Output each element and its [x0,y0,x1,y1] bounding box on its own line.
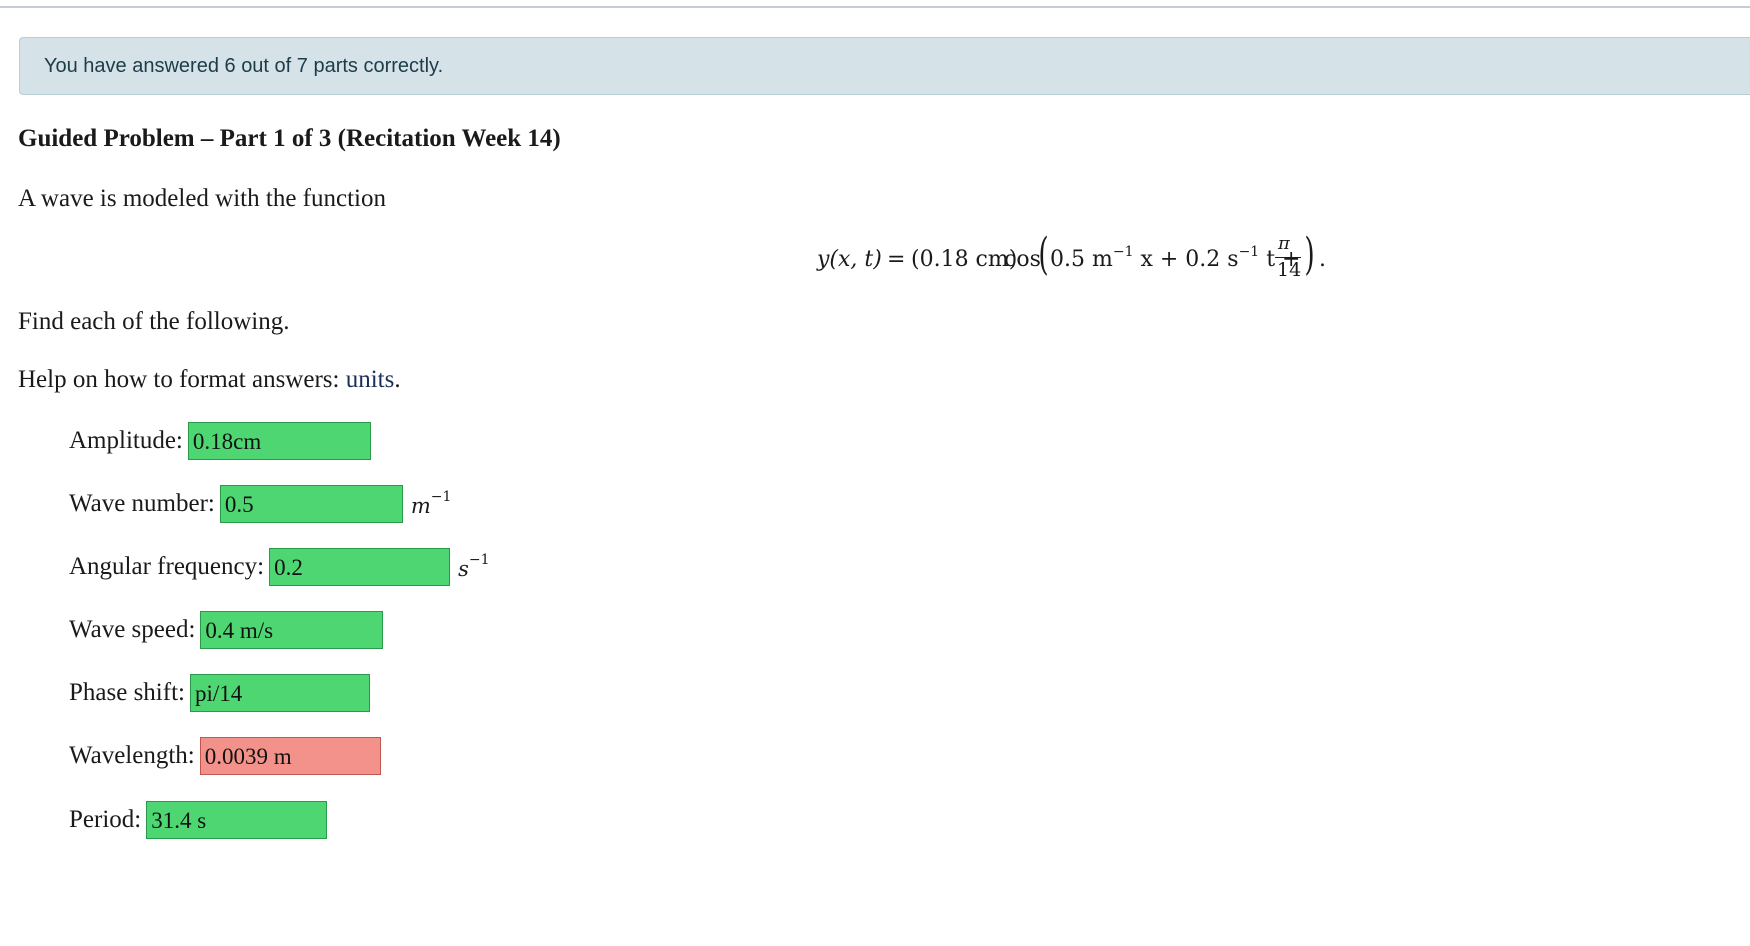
find-instructions: Find each of the following. [18,308,290,335]
answer-row: Amplitude: [69,421,371,461]
equation-k-term: 0.5 m−1 x + 0.2 s−1 t + [1050,244,1301,272]
answer-label: Amplitude: [69,427,183,454]
equation-fraction-bar [1275,257,1301,258]
answer-label: Period: [69,806,142,833]
answer-input[interactable] [189,674,370,712]
top-divider [0,6,1750,8]
equation-function: cos [1004,247,1041,272]
equation-fraction-numerator: π [1278,233,1290,254]
equation-amplitude: (0.18 cm) [911,247,1018,272]
equation-close-paren: ) [1304,229,1315,280]
equation-open-paren: ( [1038,229,1049,280]
problem-intro: A wave is modeled with the function [18,185,386,212]
units-help-link[interactable]: units [345,366,395,393]
score-alert-text: You have answered 6 out of 7 parts corre… [44,55,444,77]
answer-label: Wavelength: [69,742,195,769]
answer-input[interactable] [269,548,451,586]
equation-lhs: y(x, t) [817,247,882,272]
answer-input[interactable] [146,801,328,839]
answer-row: Wave speed: [69,610,384,650]
answer-label: Angular frequency: [69,553,265,580]
answer-input[interactable] [199,737,381,775]
answer-row: Wavelength: [69,736,381,776]
answer-label: Phase shift: [69,679,185,706]
equation-fraction-denominator: 14 [1277,259,1302,281]
answer-input[interactable] [187,422,371,460]
wave-equation: y(x, t) = (0.18 cm) cos ( 0.5 m−1 x + 0.… [817,233,1337,293]
unit-label: s−1 [458,552,490,581]
equation-equals: = [887,247,906,272]
answer-row: Wave number: m−1 [69,484,451,524]
answer-row: Phase shift: [69,673,370,713]
score-alert: You have answered 6 out of 7 parts corre… [19,37,1750,95]
unit-label: m−1 [410,489,452,518]
problem-title: Guided Problem – Part 1 of 3 (Recitation… [18,125,561,152]
answer-input[interactable] [219,485,403,523]
answer-label: Wave number: [69,490,215,517]
answer-label: Wave speed: [69,616,196,643]
answer-row: Angular frequency: s−1 [69,547,489,587]
answer-input[interactable] [200,611,384,649]
equation-period: . [1319,247,1326,272]
answer-row: Period: [69,800,328,840]
format-help: Help on how to format answers: units. [18,366,401,393]
